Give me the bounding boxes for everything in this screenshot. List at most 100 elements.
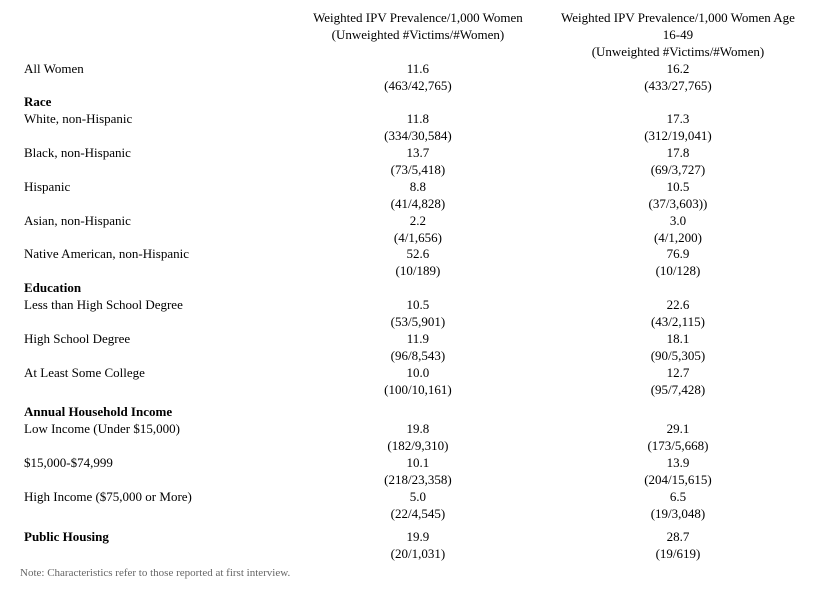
row-label: $15,000-$74,999 bbox=[20, 455, 288, 472]
cell-count: (10/189) bbox=[288, 263, 548, 280]
cell-value: 18.1 bbox=[548, 331, 808, 348]
row-label: Native American, non-Hispanic bbox=[20, 246, 288, 263]
cell-value: 16.2 bbox=[548, 61, 808, 78]
cell-value: 10.5 bbox=[288, 297, 548, 314]
table-row: (100/10,161)(95/7,428) bbox=[20, 382, 808, 399]
cell-value: 11.8 bbox=[288, 111, 548, 128]
cell-count: (90/5,305) bbox=[548, 348, 808, 365]
cell-count: (95/7,428) bbox=[548, 382, 808, 399]
table-row: Native American, non-Hispanic52.676.9 bbox=[20, 246, 808, 263]
table-row: (218/23,358)(204/15,615) bbox=[20, 472, 808, 489]
cell-value: 29.1 bbox=[548, 421, 808, 438]
table-row: (73/5,418)(69/3,727) bbox=[20, 162, 808, 179]
cell-count: (100/10,161) bbox=[288, 382, 548, 399]
cell-value: 28.7 bbox=[548, 529, 808, 546]
cell-value: 76.9 bbox=[548, 246, 808, 263]
table-row: (182/9,310)(173/5,668) bbox=[20, 438, 808, 455]
table-row: (41/4,828)(37/3,603)) bbox=[20, 196, 808, 213]
cell-count: (53/5,901) bbox=[288, 314, 548, 331]
table-row: High School Degree11.918.1 bbox=[20, 331, 808, 348]
cell-count: (20/1,031) bbox=[288, 546, 548, 563]
row-label: Less than High School Degree bbox=[20, 297, 288, 314]
cell-count: (4/1,200) bbox=[548, 230, 808, 247]
table-row: (20/1,031)(19/619) bbox=[20, 546, 808, 563]
table-row: (53/5,901)(43/2,115) bbox=[20, 314, 808, 331]
col2-header-line2: (Unweighted #Victims/#Women) bbox=[592, 44, 765, 59]
cell-count: (4/1,656) bbox=[288, 230, 548, 247]
table-row: Low Income (Under $15,000)19.829.1 bbox=[20, 421, 808, 438]
table-row: (463/42,765)(433/27,765) bbox=[20, 78, 808, 95]
cell-value: 10.1 bbox=[288, 455, 548, 472]
cell-value: 5.0 bbox=[288, 489, 548, 506]
cell-value: 12.7 bbox=[548, 365, 808, 382]
cell-value: 19.9 bbox=[288, 529, 548, 546]
cell-count: (334/30,584) bbox=[288, 128, 548, 145]
cell-count: (10/128) bbox=[548, 263, 808, 280]
table-row: (10/189)(10/128) bbox=[20, 263, 808, 280]
cell-value: 10.5 bbox=[548, 179, 808, 196]
cell-count: (182/9,310) bbox=[288, 438, 548, 455]
cell-count: (433/27,765) bbox=[548, 78, 808, 95]
cell-count: (69/3,727) bbox=[548, 162, 808, 179]
cell-value: 2.2 bbox=[288, 213, 548, 230]
section-header-row: Education bbox=[20, 280, 808, 297]
row-label: At Least Some College bbox=[20, 365, 288, 382]
table-row: Public Housing19.928.7 bbox=[20, 529, 808, 546]
cell-count: (22/4,545) bbox=[288, 506, 548, 523]
row-label: White, non-Hispanic bbox=[20, 111, 288, 128]
cell-count: (96/8,543) bbox=[288, 348, 548, 365]
section-title: Race bbox=[20, 94, 288, 111]
table-row: (334/30,584)(312/19,041) bbox=[20, 128, 808, 145]
table-row: Black, non-Hispanic13.717.8 bbox=[20, 145, 808, 162]
cell-value: 6.5 bbox=[548, 489, 808, 506]
cell-count: (43/2,115) bbox=[548, 314, 808, 331]
cell-value: 13.7 bbox=[288, 145, 548, 162]
cell-count: (19/3,048) bbox=[548, 506, 808, 523]
cell-value: 11.6 bbox=[288, 61, 548, 78]
cell-value: 17.8 bbox=[548, 145, 808, 162]
table-row: (4/1,656)(4/1,200) bbox=[20, 230, 808, 247]
row-label: Low Income (Under $15,000) bbox=[20, 421, 288, 438]
col1-header-line1: Weighted IPV Prevalence/1,000 Women bbox=[313, 10, 523, 25]
cell-value: 13.9 bbox=[548, 455, 808, 472]
cell-count: (37/3,603)) bbox=[548, 196, 808, 213]
table-row: (96/8,543)(90/5,305) bbox=[20, 348, 808, 365]
col2-header-line1: Weighted IPV Prevalence/1,000 Women Age … bbox=[561, 10, 795, 42]
table-row: White, non-Hispanic11.817.3 bbox=[20, 111, 808, 128]
cell-value: 17.3 bbox=[548, 111, 808, 128]
section-header-row: Race bbox=[20, 94, 808, 111]
cell-value: 8.8 bbox=[288, 179, 548, 196]
column-header-2: Weighted IPV Prevalence/1,000 Women Age … bbox=[548, 10, 808, 61]
row-label: All Women bbox=[20, 61, 288, 78]
cell-count: (204/15,615) bbox=[548, 472, 808, 489]
row-label: Hispanic bbox=[20, 179, 288, 196]
table-row: Less than High School Degree10.522.6 bbox=[20, 297, 808, 314]
cell-value: 22.6 bbox=[548, 297, 808, 314]
table-row: At Least Some College10.012.7 bbox=[20, 365, 808, 382]
column-header-1: Weighted IPV Prevalence/1,000 Women (Unw… bbox=[288, 10, 548, 61]
table-row: Hispanic8.810.5 bbox=[20, 179, 808, 196]
cell-count: (73/5,418) bbox=[288, 162, 548, 179]
table-note: Note: Characteristics refer to those rep… bbox=[20, 567, 808, 579]
table-row: All Women11.616.2 bbox=[20, 61, 808, 78]
section-header-row: Annual Household Income bbox=[20, 404, 808, 421]
cell-value: 10.0 bbox=[288, 365, 548, 382]
col1-header-line2: (Unweighted #Victims/#Women) bbox=[332, 27, 505, 42]
cell-value: 3.0 bbox=[548, 213, 808, 230]
row-label: High Income ($75,000 or More) bbox=[20, 489, 288, 506]
row-label: High School Degree bbox=[20, 331, 288, 348]
table-row: High Income ($75,000 or More)5.06.5 bbox=[20, 489, 808, 506]
cell-count: (173/5,668) bbox=[548, 438, 808, 455]
cell-value: 11.9 bbox=[288, 331, 548, 348]
table-row: $15,000-$74,99910.113.9 bbox=[20, 455, 808, 472]
ipv-prevalence-table: Weighted IPV Prevalence/1,000 Women (Unw… bbox=[20, 10, 808, 563]
section-title: Annual Household Income bbox=[20, 404, 288, 421]
table-row: Asian, non-Hispanic2.23.0 bbox=[20, 213, 808, 230]
section-title: Education bbox=[20, 280, 288, 297]
row-label: Black, non-Hispanic bbox=[20, 145, 288, 162]
row-label: Public Housing bbox=[20, 529, 288, 546]
cell-count: (218/23,358) bbox=[288, 472, 548, 489]
cell-value: 52.6 bbox=[288, 246, 548, 263]
cell-count: (312/19,041) bbox=[548, 128, 808, 145]
cell-count: (19/619) bbox=[548, 546, 808, 563]
